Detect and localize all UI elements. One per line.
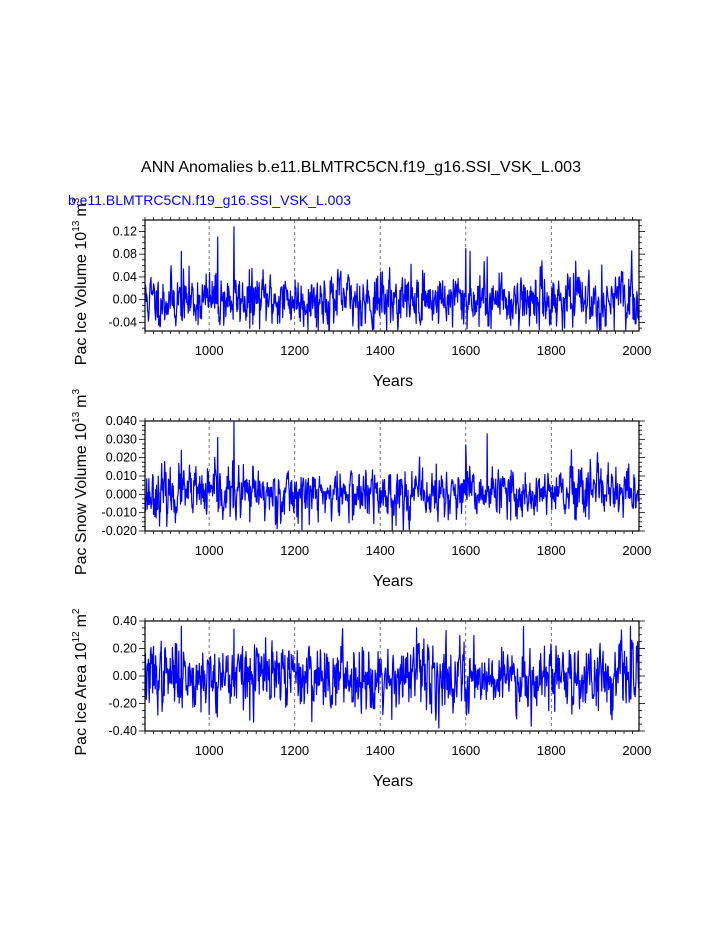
x-tick-label: 1000 [195, 343, 224, 358]
y-axis-label-text: Pac Ice Volume 10 [73, 232, 90, 366]
x-tick-label: 2000 [622, 343, 651, 358]
y-axis-label: Pac Ice Area 1012 m2 [71, 608, 90, 755]
chart-panel-ice-area: 1000 1200 1400 1600 1800 2000 -0.40 -0.20 0.00 0.… [71, 608, 651, 790]
y-tick-label: 0.00 [113, 669, 137, 683]
x-tick-label: 1200 [280, 543, 309, 558]
y-axis-label: Pac Ice Volume 1013 m3 [71, 197, 90, 365]
figure-subtitle: b.e11.BLMTRC5CN.f19_g16.SSI_VSK_L.003 [68, 192, 351, 208]
y-tick-label: 0.040 [106, 414, 137, 428]
y-tick-label: 0.020 [106, 451, 137, 465]
x-tick-label: 1400 [366, 743, 395, 758]
y-tick-label: 0.04 [113, 270, 137, 284]
y-tick-label: 0.030 [106, 432, 137, 446]
x-tick-label: 1400 [366, 543, 395, 558]
y-tick-label: 0.00 [113, 293, 137, 307]
figure-title: ANN Anomalies b.e11.BLMTRC5CN.f19_g16.SS… [141, 159, 581, 176]
x-tick-label: 1400 [366, 343, 395, 358]
y-tick-label: 0.20 [113, 642, 137, 656]
y-tick-label: -0.020 [102, 524, 137, 538]
y-axis-label-unit-exponent: 2 [71, 608, 82, 614]
y-tick-label: 0.40 [113, 614, 137, 628]
x-tick-label: 1800 [537, 543, 566, 558]
x-tick-label: 1000 [195, 743, 224, 758]
y-tick-label: 0.08 [113, 247, 137, 261]
y-axis-label-unit: m [73, 614, 90, 627]
x-axis-label: Years [373, 773, 413, 790]
y-axis-label-exponent: 13 [71, 411, 82, 423]
x-tick-label: 1600 [451, 743, 480, 758]
x-tick-label: 1000 [195, 543, 224, 558]
y-axis-label-unit-exponent: 3 [71, 389, 82, 395]
y-axis-label: Pac Snow Volume 1013 m3 [71, 389, 90, 576]
y-axis-label-text: Pac Ice Area 10 [73, 642, 90, 755]
y-tick-label: 0.010 [106, 469, 137, 483]
y-tick-label: -0.04 [109, 315, 138, 329]
y-axis-label-exponent: 13 [71, 220, 82, 232]
x-tick-label: 1800 [537, 343, 566, 358]
x-tick-label: 1200 [280, 343, 309, 358]
y-tick-label: 0.12 [113, 224, 137, 238]
y-tick-label: 0.000 [106, 487, 137, 501]
y-axis-label-unit: m [73, 203, 90, 216]
y-axis-label-text: Pac Snow Volume 10 [73, 423, 90, 575]
y-tick-label: -0.40 [109, 724, 138, 738]
x-axis-label: Years [373, 373, 413, 390]
y-tick-label: -0.20 [109, 697, 138, 711]
x-tick-label: 1200 [280, 743, 309, 758]
x-tick-label: 2000 [622, 743, 651, 758]
y-axis-label-exponent: 12 [71, 631, 82, 643]
y-axis-label-unit: m [73, 395, 90, 408]
x-tick-label: 1600 [451, 543, 480, 558]
series-line [144, 226, 640, 331]
plot-frame [144, 219, 640, 332]
series-line [144, 625, 640, 729]
y-axis-label-unit-exponent: 3 [71, 197, 82, 203]
x-tick-label: 1600 [451, 343, 480, 358]
y-tick-label: -0.010 [102, 506, 137, 520]
chart-panel-snow-volume: 1000 1200 1400 1600 1800 2000 -0.020 -0.010 0.00… [71, 389, 651, 590]
series-line [144, 420, 640, 531]
chart-panel-ice-volume: 1000 1200 1400 1600 1800 2000 -0.04 0.00 0.04 0.0… [71, 197, 651, 390]
x-axis-label: Years [373, 573, 413, 590]
x-tick-label: 1800 [537, 743, 566, 758]
x-tick-label: 2000 [622, 543, 651, 558]
